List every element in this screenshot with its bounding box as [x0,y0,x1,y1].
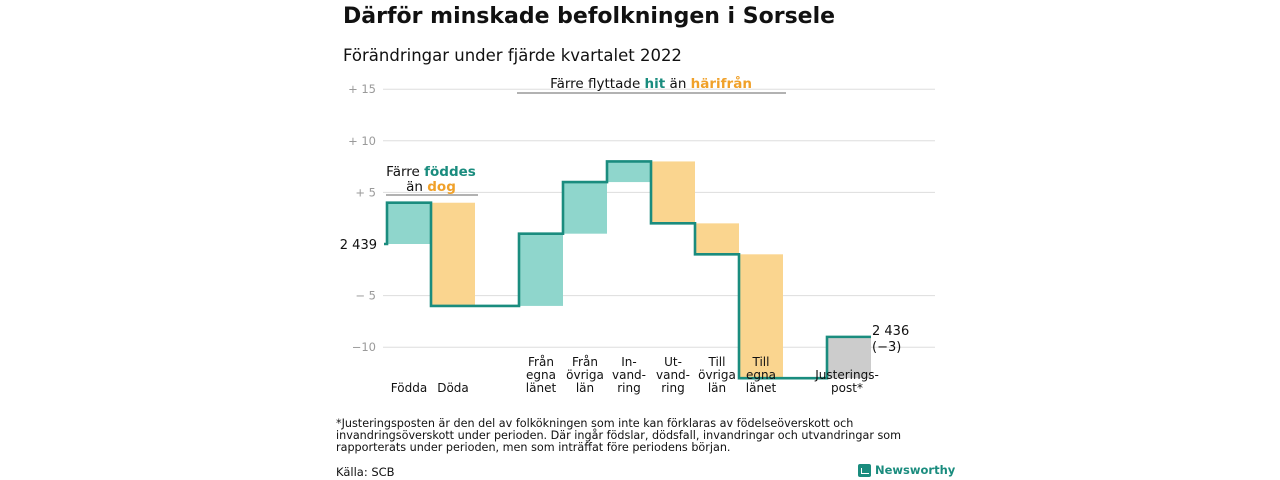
chart-subtitle: Förändringar under fjärde kvartalet 2022 [343,46,682,65]
category-label: Ut- [664,355,682,369]
end-change-label: (−3) [872,340,901,355]
end-value-label: 2 436 [872,324,909,339]
bar [827,336,871,379]
category-label: län [708,381,726,395]
category-label: Från [528,355,554,369]
y-tick-label: + 5 [355,185,376,199]
category-label: ring [617,381,641,395]
annotation-births-line1: Färre föddes [386,164,476,180]
annotation-moves: Färre flyttade hit än härifrån [550,75,752,92]
category-label: länet [526,381,557,395]
category-label: egna [526,368,556,382]
bar [519,233,563,306]
category-label: post* [831,381,863,395]
category-label: länet [746,381,777,395]
category-label: övriga [566,368,604,382]
brand-logo: Newsworthy [858,463,955,477]
y-tick-label: + 10 [348,134,376,148]
y-tick-label: + 15 [348,82,376,96]
category-label: vand- [656,368,690,382]
category-label: vand- [612,368,646,382]
bar [387,202,431,244]
bar [651,161,695,224]
step-line [384,160,871,380]
category-label: Från [572,355,598,369]
source-label: Källa: SCB [336,465,395,479]
category-label: egna [746,368,776,382]
bar [431,202,475,306]
brand-name: Newsworthy [875,463,956,477]
category-label: Till [708,355,726,369]
bar [563,182,607,234]
category-label: In- [621,355,636,369]
y-tick-label: − 5 [355,289,376,303]
category-label: Justerings- [814,368,879,382]
bar [739,254,783,379]
y-tick-label: −10 [352,340,376,354]
start-value-label: 2 439 [340,238,377,253]
category-label: Födda [391,381,427,395]
category-label: Döda [437,381,469,395]
bar [607,161,651,183]
category-label: övriga [698,368,736,382]
category-label: län [576,381,594,395]
footnote: *Justeringsposten är den del av folkökni… [336,417,902,454]
annotation-births-line2: än dog [406,179,456,195]
newsworthy-icon [858,463,871,477]
category-label: Till [752,355,770,369]
chart-title: Därför minskade befolkningen i Sorsele [343,4,836,29]
category-label: ring [661,381,685,395]
bar [695,223,739,255]
